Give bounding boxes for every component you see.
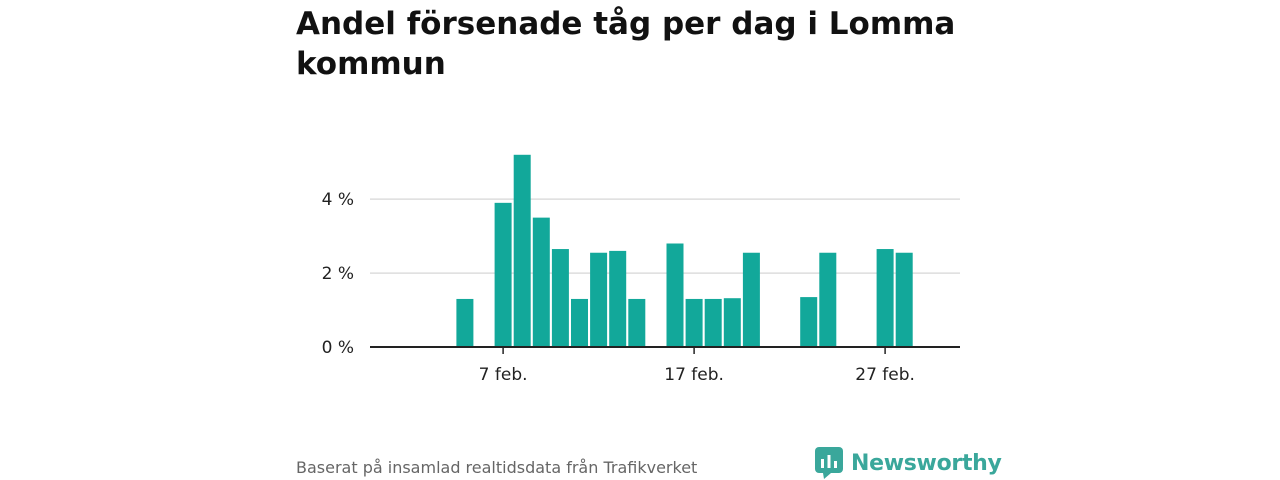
newsworthy-logo-icon bbox=[815, 447, 843, 479]
bar bbox=[628, 298, 646, 347]
bar bbox=[742, 252, 760, 347]
x-tick-label: 17 feb. bbox=[664, 365, 724, 385]
bar bbox=[800, 297, 818, 347]
y-tick-label: 0 % bbox=[322, 338, 354, 358]
brand-logo: Newsworthy bbox=[815, 446, 1002, 480]
gridlines bbox=[370, 198, 960, 274]
bar bbox=[876, 249, 894, 347]
bar-chart: 0 % 2 % 4 % 7 feb. 17 feb. 27 feb. bbox=[322, 154, 960, 385]
bar bbox=[895, 252, 913, 347]
bar bbox=[666, 243, 684, 347]
bar bbox=[494, 202, 512, 347]
bars bbox=[456, 154, 913, 347]
bar bbox=[551, 249, 569, 347]
bar bbox=[723, 298, 741, 347]
y-tick-label: 4 % bbox=[322, 190, 354, 210]
bar bbox=[571, 298, 588, 347]
brand-name: Newsworthy bbox=[851, 450, 1002, 476]
chart-title: Andel försenade tåg per dag i Lomma komm… bbox=[296, 6, 956, 82]
bar bbox=[704, 298, 722, 347]
x-tick-label: 27 feb. bbox=[855, 365, 915, 385]
bar bbox=[609, 250, 627, 347]
source-note: Baserat på insamlad realtidsdata från Tr… bbox=[296, 458, 698, 477]
bar bbox=[819, 252, 837, 347]
bar bbox=[685, 298, 703, 347]
y-axis-ticks: 0 % 2 % 4 % bbox=[322, 190, 354, 358]
bar bbox=[532, 217, 550, 347]
bar bbox=[456, 298, 474, 347]
x-tick-label: 7 feb. bbox=[479, 365, 528, 385]
bar bbox=[590, 252, 608, 347]
y-tick-label: 2 % bbox=[322, 264, 354, 284]
bar bbox=[513, 154, 531, 347]
x-axis-ticks: 7 feb. 17 feb. 27 feb. bbox=[370, 346, 960, 385]
